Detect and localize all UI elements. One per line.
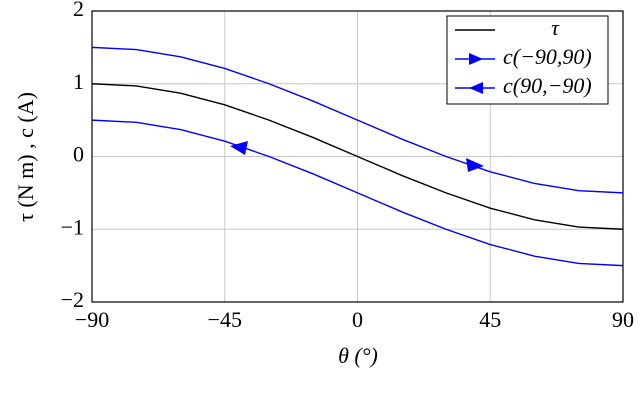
legend-arrow <box>469 82 483 94</box>
direction-arrow <box>466 158 484 172</box>
x-tick-label: 0 <box>352 307 363 332</box>
axes-frame <box>91 10 624 303</box>
data-line <box>91 83 624 230</box>
y-tick-label: 2 <box>73 0 84 21</box>
y-tick-label: 1 <box>73 69 84 94</box>
data-line <box>91 46 624 194</box>
legend-arrow <box>469 53 483 65</box>
y-tick-label: −1 <box>61 214 84 239</box>
x-axis-label: θ (°) <box>338 343 378 368</box>
data-line <box>91 119 624 267</box>
x-tick-label: −90 <box>75 307 109 332</box>
y-tick-label: 0 <box>73 142 84 167</box>
y-axis-label: τ (N m) , c (A) <box>13 92 38 222</box>
x-tick-label: 90 <box>612 307 634 332</box>
x-tick-label: 45 <box>479 307 501 332</box>
direction-arrow <box>230 141 248 155</box>
legend-label: τ <box>551 15 560 40</box>
y-tick-label: −2 <box>61 287 84 312</box>
x-tick-label: −45 <box>208 307 242 332</box>
legend-label: c(90,−90) <box>503 73 592 98</box>
legend-label: c(−90,90) <box>503 44 592 69</box>
